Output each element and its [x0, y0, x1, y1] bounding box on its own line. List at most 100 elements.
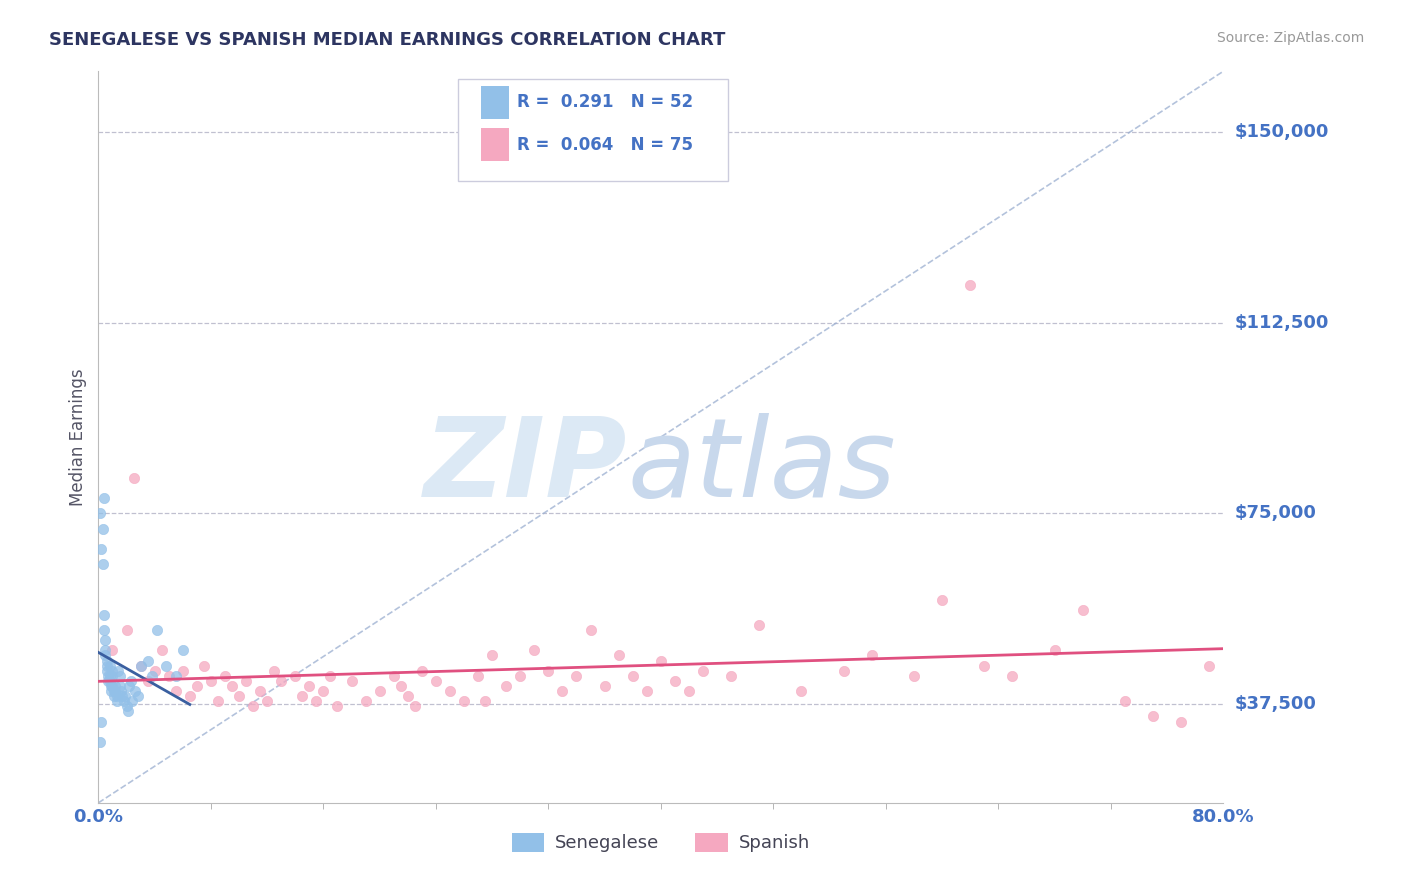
Point: [101, 669, 124, 683]
Point: [523, 643, 546, 657]
Point: [101, 643, 124, 657]
Point: [832, 664, 855, 678]
Point: [389, 679, 412, 693]
Point: [200, 673, 222, 688]
Point: [263, 664, 285, 678]
Text: $75,000: $75,000: [1234, 504, 1316, 523]
Point: [155, 658, 177, 673]
Point: [340, 673, 363, 688]
Point: [235, 673, 257, 688]
Point: [100, 679, 122, 693]
Point: [382, 669, 405, 683]
Text: Source: ZipAtlas.com: Source: ZipAtlas.com: [1216, 31, 1364, 45]
Point: [103, 689, 125, 703]
Point: [97, 673, 120, 688]
Point: [207, 694, 229, 708]
Point: [228, 689, 250, 703]
Point: [94, 633, 117, 648]
Point: [481, 648, 503, 663]
Point: [214, 669, 236, 683]
Point: [291, 689, 314, 703]
Point: [98, 673, 121, 688]
Point: [121, 694, 143, 708]
Point: [93, 607, 115, 622]
Point: [115, 699, 138, 714]
Text: $150,000: $150,000: [1234, 123, 1329, 141]
Point: [537, 664, 560, 678]
Text: R =  0.064   N = 75: R = 0.064 N = 75: [517, 136, 693, 153]
Point: [256, 694, 278, 708]
Point: [305, 694, 328, 708]
Point: [474, 694, 496, 708]
Point: [172, 664, 194, 678]
Point: [903, 669, 925, 683]
Point: [165, 669, 187, 683]
Point: [242, 699, 264, 714]
Point: [551, 684, 574, 698]
Point: [115, 623, 138, 637]
Point: [179, 689, 201, 703]
Point: [105, 694, 128, 708]
Point: [411, 664, 433, 678]
Point: [172, 643, 194, 657]
Point: [122, 471, 145, 485]
Point: [453, 694, 475, 708]
Point: [108, 679, 131, 693]
Point: [96, 658, 118, 673]
Point: [1001, 669, 1024, 683]
Point: [1114, 694, 1136, 708]
Text: $37,500: $37,500: [1234, 695, 1316, 713]
Point: [1071, 603, 1094, 617]
Point: [93, 623, 115, 637]
Point: [664, 673, 686, 688]
Point: [720, 669, 742, 683]
Point: [150, 643, 173, 657]
Point: [439, 684, 461, 698]
Point: [312, 684, 335, 698]
Point: [621, 669, 644, 683]
Point: [101, 664, 124, 678]
Point: [284, 669, 307, 683]
Text: SENEGALESE VS SPANISH MEDIAN EARNINGS CORRELATION CHART: SENEGALESE VS SPANISH MEDIAN EARNINGS CO…: [49, 31, 725, 49]
Point: [368, 684, 391, 698]
Point: [165, 684, 187, 698]
Point: [89, 506, 111, 520]
Point: [111, 689, 134, 703]
Point: [396, 689, 419, 703]
Point: [495, 679, 517, 693]
Y-axis label: Median Earnings: Median Earnings: [69, 368, 87, 506]
Point: [1170, 714, 1192, 729]
Text: R =  0.291   N = 52: R = 0.291 N = 52: [517, 93, 693, 112]
Point: [127, 689, 149, 703]
Point: [425, 673, 447, 688]
Point: [790, 684, 813, 698]
Point: [101, 679, 124, 693]
Point: [97, 669, 120, 683]
Point: [105, 689, 128, 703]
Point: [692, 664, 714, 678]
Point: [973, 658, 995, 673]
Point: [104, 679, 127, 693]
Point: [354, 694, 377, 708]
Point: [141, 669, 163, 683]
Point: [931, 592, 953, 607]
Point: [124, 684, 146, 698]
Point: [107, 664, 129, 678]
Point: [112, 694, 135, 708]
Point: [89, 735, 111, 749]
Point: [860, 648, 883, 663]
Point: [143, 664, 166, 678]
Point: [748, 618, 770, 632]
Point: [90, 714, 112, 729]
Point: [959, 277, 981, 292]
Bar: [481, 128, 509, 161]
Point: [98, 669, 121, 683]
Point: [96, 664, 118, 678]
Point: [114, 689, 136, 703]
Point: [607, 648, 630, 663]
Point: [467, 669, 489, 683]
Point: [90, 541, 112, 556]
Point: [146, 623, 169, 637]
Point: [110, 684, 132, 698]
Point: [565, 669, 588, 683]
